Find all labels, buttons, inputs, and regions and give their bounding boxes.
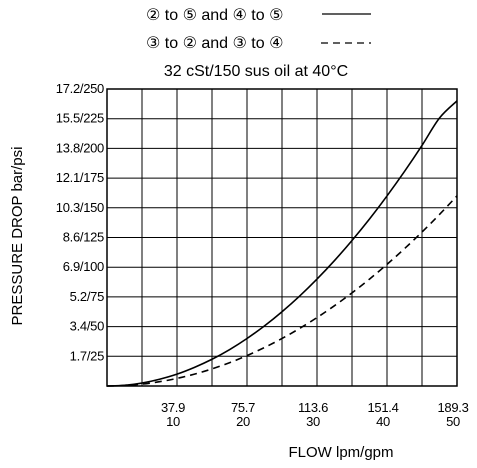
x-tick-label-gpm: 10 — [166, 414, 180, 429]
x-tick-label-gpm: 20 — [236, 414, 250, 429]
x-tick-label-lpm: 151.4 — [367, 400, 398, 415]
y-tick-label: 5.2/75 — [70, 289, 104, 304]
y-tick-label: 12.1/175 — [56, 170, 104, 185]
y-tick-labels: 1.7/25 3.4/50 5.2/75 6.9/100 8.6/125 10.3/150… — [56, 81, 105, 363]
x-tick-labels: 37.910 75.720 113.630 151.440 189.350 — [161, 400, 469, 429]
x-tick-label-gpm: 40 — [376, 414, 390, 429]
legend: ② to ⑤ and ④ to ⑤ ③ to ② and ③ to ④ 32 c… — [146, 7, 371, 80]
series-solid-line — [106, 100, 458, 387]
x-axis-label: FLOW lpm/gpm — [288, 444, 393, 461]
y-tick-label: 8.6/125 — [63, 230, 104, 245]
x-tick-label-gpm: 50 — [446, 414, 460, 429]
y-axis-label: PRESSURE DROP bar/psi — [9, 147, 26, 326]
x-tick-label-lpm: 189.3 — [437, 400, 468, 415]
legend-entry-1-label: ② to ⑤ and ④ to ⑤ — [146, 7, 283, 24]
chart-subtitle: 32 cSt/150 sus oil at 40°C — [164, 63, 348, 80]
y-tick-label: 3.4/50 — [70, 319, 104, 334]
y-tick-label: 13.8/200 — [56, 140, 104, 155]
y-tick-label: 6.9/100 — [63, 259, 104, 274]
y-tick-label: 15.5/225 — [56, 111, 104, 126]
x-tick-label-lpm: 113.6 — [298, 400, 328, 415]
y-tick-label: 10.3/150 — [56, 200, 104, 215]
x-tick-label-gpm: 30 — [306, 414, 320, 429]
x-tick-label-lpm: 75.7 — [231, 400, 255, 415]
x-tick-label-lpm: 37.9 — [161, 400, 185, 415]
y-tick-label: 17.2/250 — [56, 81, 104, 96]
y-tick-label: 1.7/25 — [70, 348, 104, 363]
plot-frame — [106, 88, 458, 387]
grid — [107, 89, 457, 386]
legend-entry-2-label: ③ to ② and ③ to ④ — [146, 35, 283, 52]
series-dashed-line — [106, 195, 458, 387]
